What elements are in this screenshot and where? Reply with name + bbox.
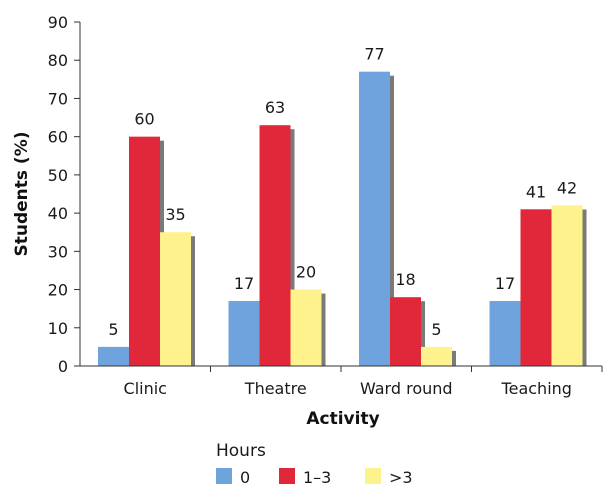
- data-label: 5: [431, 320, 441, 339]
- y-tick-label: 60: [48, 128, 68, 147]
- y-tick-label: 90: [48, 13, 68, 32]
- data-label: 17: [495, 274, 515, 293]
- bar-clinic-series-1: [129, 136, 160, 366]
- bar-ward-round-series-2: [421, 346, 452, 366]
- x-axis-tick-labels: Clinic Theatre Ward round Teaching: [124, 379, 572, 398]
- data-label: 35: [165, 205, 185, 224]
- y-tick-label: 30: [48, 242, 68, 261]
- category-label: Ward round: [360, 379, 453, 398]
- data-label: 18: [395, 270, 415, 289]
- category-label: Theatre: [244, 379, 307, 398]
- data-label: 60: [134, 110, 154, 129]
- legend-title: Hours: [216, 441, 266, 461]
- data-labels: 5 60 35 17 63 20 77 18 5 17 41 42: [108, 45, 577, 339]
- y-axis-title: Students (%): [12, 131, 32, 256]
- legend-swatch: [216, 468, 232, 484]
- legend: 0 1–3 >3: [216, 468, 413, 487]
- y-tick-label: 10: [48, 319, 68, 338]
- bar-theatre-series-0: [228, 301, 260, 366]
- legend-swatch: [365, 468, 381, 484]
- data-label: 63: [265, 98, 285, 117]
- legend-label: 1–3: [303, 468, 331, 487]
- legend-label: >3: [389, 468, 413, 487]
- bar-theatre-series-1: [259, 125, 291, 366]
- category-label: Clinic: [124, 379, 167, 398]
- legend-label: 0: [240, 468, 250, 487]
- bar-ward-round-series-0: [359, 71, 390, 366]
- bar-teaching-series-1: [520, 209, 552, 366]
- data-label: 41: [526, 182, 546, 201]
- y-tick-label: 40: [48, 204, 68, 223]
- y-tick-label: 0: [58, 357, 68, 376]
- bar-clinic-series-0: [98, 346, 129, 366]
- category-label: Teaching: [501, 379, 572, 398]
- y-axis-ticks: 0 10 20 30 40 50 60 70 80 90: [48, 13, 603, 376]
- data-label: 17: [234, 274, 254, 293]
- y-tick-label: 50: [48, 166, 68, 185]
- bar-theatre-series-2: [290, 289, 322, 366]
- data-label: 77: [364, 45, 384, 64]
- y-tick-label: 70: [48, 89, 68, 108]
- bar-teaching-series-2: [551, 205, 583, 366]
- bar-ward-round-series-1: [390, 297, 421, 366]
- x-axis-title: Activity: [306, 409, 379, 429]
- data-label: 42: [557, 178, 577, 197]
- y-tick-label: 20: [48, 281, 68, 300]
- legend-swatch: [279, 468, 295, 484]
- bar-clinic-series-2: [160, 232, 191, 366]
- y-tick-label: 80: [48, 51, 68, 70]
- bar-marks: [98, 71, 587, 366]
- bar-teaching-series-0: [489, 301, 521, 366]
- data-label: 20: [296, 263, 316, 282]
- data-label: 5: [108, 320, 118, 339]
